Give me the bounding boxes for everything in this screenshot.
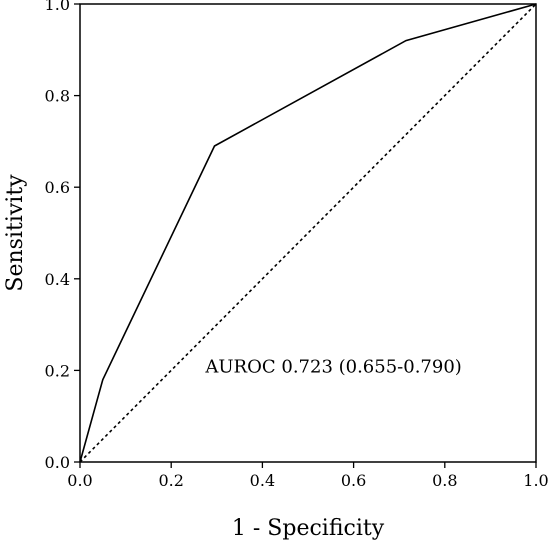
y-axis-title: Sensitivity — [3, 174, 28, 292]
ticks-layer: 0.0 0.2 0.4 0.6 0.8 1.0 0.0 0.2 0.4 0.6 0.8 1.0 — [45, 0, 549, 490]
reference-diagonal-line — [79, 3, 537, 463]
y-tick-label: 0.4 — [45, 270, 70, 289]
y-tick-label: 0.6 — [45, 178, 70, 197]
x-tick-label: 0.4 — [250, 471, 275, 490]
x-tick-label: 1.0 — [523, 471, 548, 490]
y-tick-label: 1.0 — [45, 0, 70, 14]
y-tick-label: 0.8 — [45, 87, 70, 106]
x-tick-label: 0.6 — [341, 471, 366, 490]
y-tick-label: 0.2 — [45, 361, 70, 380]
x-tick-label: 0.8 — [432, 471, 457, 490]
x-tick-label: 0.2 — [158, 471, 183, 490]
y-tick-label: 0.0 — [45, 453, 70, 472]
auroc-annotation: AUROC 0.723 (0.655-0.790) — [204, 357, 461, 378]
annotation-layer: AUROC 0.723 (0.655-0.790) — [204, 357, 461, 378]
x-axis-title: 1 - Specificity — [232, 516, 385, 541]
x-tick-label: 0.0 — [67, 471, 92, 490]
roc-curve-line — [79, 3, 537, 463]
plot-frame — [79, 3, 537, 463]
series-layer — [79, 3, 537, 463]
